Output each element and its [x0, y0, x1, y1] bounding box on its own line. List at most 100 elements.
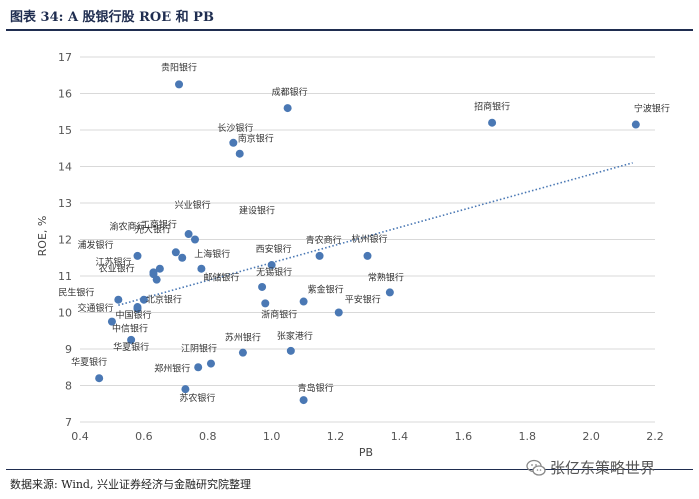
x-tick-label: 1.2: [327, 430, 345, 443]
x-tick-label: 2.0: [582, 430, 600, 443]
point-label: 民生银行: [58, 287, 94, 299]
data-point: [175, 80, 184, 89]
trendline: [118, 162, 633, 306]
data-point: [171, 248, 180, 257]
point-label: 工商银行: [141, 218, 177, 230]
y-tick-label: 9: [65, 343, 72, 356]
point-label: 平安银行: [345, 294, 381, 306]
point-label: 常熟银行: [368, 271, 404, 283]
figure-title: 图表 34: A 股银行股 ROE 和 PB: [10, 10, 214, 25]
point-label: 华夏银行: [71, 356, 107, 368]
data-point: [261, 299, 270, 308]
y-tick-label: 11: [58, 270, 72, 283]
point-label: 成都银行: [272, 86, 308, 98]
point-label: 浦发银行: [78, 239, 114, 251]
wechat-icon: [526, 459, 546, 476]
data-point: [229, 138, 238, 147]
point-label: 中国银行: [116, 309, 152, 321]
data-point: [114, 295, 123, 304]
data-point: [127, 335, 136, 344]
point-label: 渝农商行: [109, 220, 145, 232]
point-label: 杭州银行: [352, 233, 388, 245]
data-point: [631, 120, 640, 129]
point-label: 上海银行: [194, 248, 230, 260]
y-tick-label: 16: [58, 88, 72, 101]
data-point: [286, 346, 295, 355]
point-label: 青农商行: [306, 234, 342, 246]
data-point: [299, 396, 308, 405]
y-tick-label: 14: [58, 161, 72, 174]
data-point: [139, 295, 148, 304]
point-label: 交通银行: [78, 302, 114, 314]
y-tick-label: 13: [58, 197, 72, 210]
x-tick-label: 1.8: [518, 430, 536, 443]
point-label: 贵阳银行: [161, 61, 197, 73]
x-tick-label: 0.6: [135, 430, 153, 443]
x-tick-labels: 0.4 0.6 0.8 1.0 1.2 1.4 1.6 1.8 2.0 2.2: [71, 430, 664, 443]
watermark-text: 张亿东策略世界: [550, 459, 656, 477]
y-tick-labels: 7 8 9 10 11 12 13 14 15 16 17: [58, 51, 72, 429]
watermark: 张亿东策略世界: [526, 457, 655, 478]
point-label: 长沙银行: [217, 122, 253, 134]
data-point: [194, 363, 203, 372]
point-label: 浙商银行: [261, 308, 297, 320]
data-point: [363, 251, 372, 260]
trendline-group: [118, 162, 633, 306]
y-tick-label: 17: [58, 51, 72, 64]
data-point: [191, 235, 199, 244]
point-label: 苏农银行: [179, 392, 215, 404]
point-label: 招商银行: [474, 101, 510, 113]
point-label: 江阴银行: [181, 343, 217, 355]
data-point: [299, 297, 308, 306]
data-point: [334, 308, 343, 317]
data-point: [238, 348, 247, 357]
data-point: [206, 359, 215, 368]
data-point: [283, 104, 292, 113]
data-point: [181, 385, 190, 394]
y-tick-label: 15: [58, 124, 72, 137]
x-tick-label: 0.8: [199, 430, 217, 443]
data-point: [385, 288, 394, 297]
x-tick-label: 0.4: [71, 430, 89, 443]
data-point: [95, 374, 104, 383]
bottom-rule: [6, 469, 693, 470]
data-point: [197, 264, 206, 273]
point-label: 苏州银行: [225, 332, 261, 344]
y-tick-label: 10: [58, 307, 72, 320]
y-tick-label: 7: [65, 416, 72, 429]
point-label: 华夏银行: [113, 341, 149, 353]
x-axis-label: PB: [359, 446, 373, 459]
data-point: [184, 230, 193, 239]
data-point: [133, 303, 142, 312]
points-group: [95, 80, 640, 405]
data-point: [155, 264, 164, 273]
point-label: 中信银行: [112, 323, 148, 335]
point-label: 郑州银行: [154, 362, 190, 374]
point-label: 邮储银行: [203, 272, 239, 284]
point-label: 南京银行: [238, 133, 274, 145]
point-label: 兴业银行: [175, 199, 211, 211]
x-tick-label: 1.4: [391, 430, 409, 443]
data-point: [178, 253, 187, 262]
data-point: [315, 251, 324, 260]
point-label: 西安银行: [256, 243, 292, 255]
point-label: 光大银行: [135, 224, 171, 236]
point-label: 无锡银行: [256, 266, 292, 278]
point-label: 紫金银行: [308, 284, 344, 296]
x-tick-label: 1.6: [455, 430, 473, 443]
grid-lines: [80, 56, 655, 423]
data-point: [133, 251, 142, 260]
y-tick-label: 8: [65, 380, 72, 393]
x-tick-label: 1.0: [263, 430, 281, 443]
data-point: [488, 118, 497, 127]
point-label: 张家港行: [277, 330, 313, 342]
top-rule: [6, 29, 693, 31]
data-point: [235, 149, 244, 158]
data-point: [107, 317, 116, 326]
source-note: 数据来源: Wind, 兴业证券经济与金融研究院整理: [10, 478, 251, 491]
point-label: 江苏银行: [95, 256, 131, 268]
x-tick-label: 2.2: [646, 430, 664, 443]
y-tick-label: 12: [58, 234, 72, 247]
